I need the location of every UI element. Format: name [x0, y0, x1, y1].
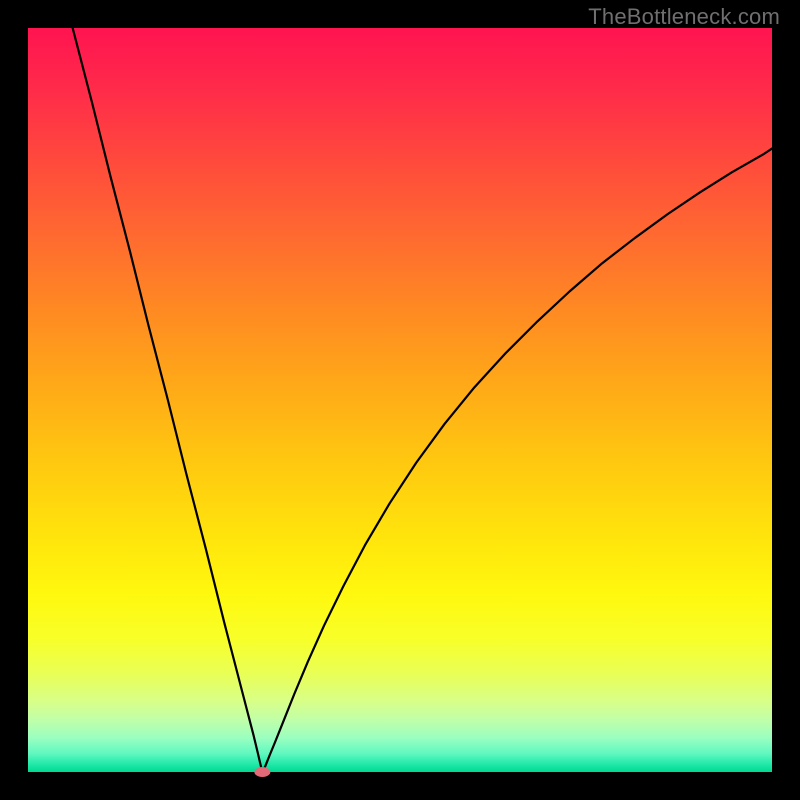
chart-container: { "watermark": { "text": "TheBottleneck.…: [0, 0, 800, 800]
bottleneck-chart: [0, 0, 800, 800]
optimum-marker: [254, 767, 270, 777]
gradient-background: [28, 28, 772, 772]
watermark-text: TheBottleneck.com: [588, 4, 780, 30]
